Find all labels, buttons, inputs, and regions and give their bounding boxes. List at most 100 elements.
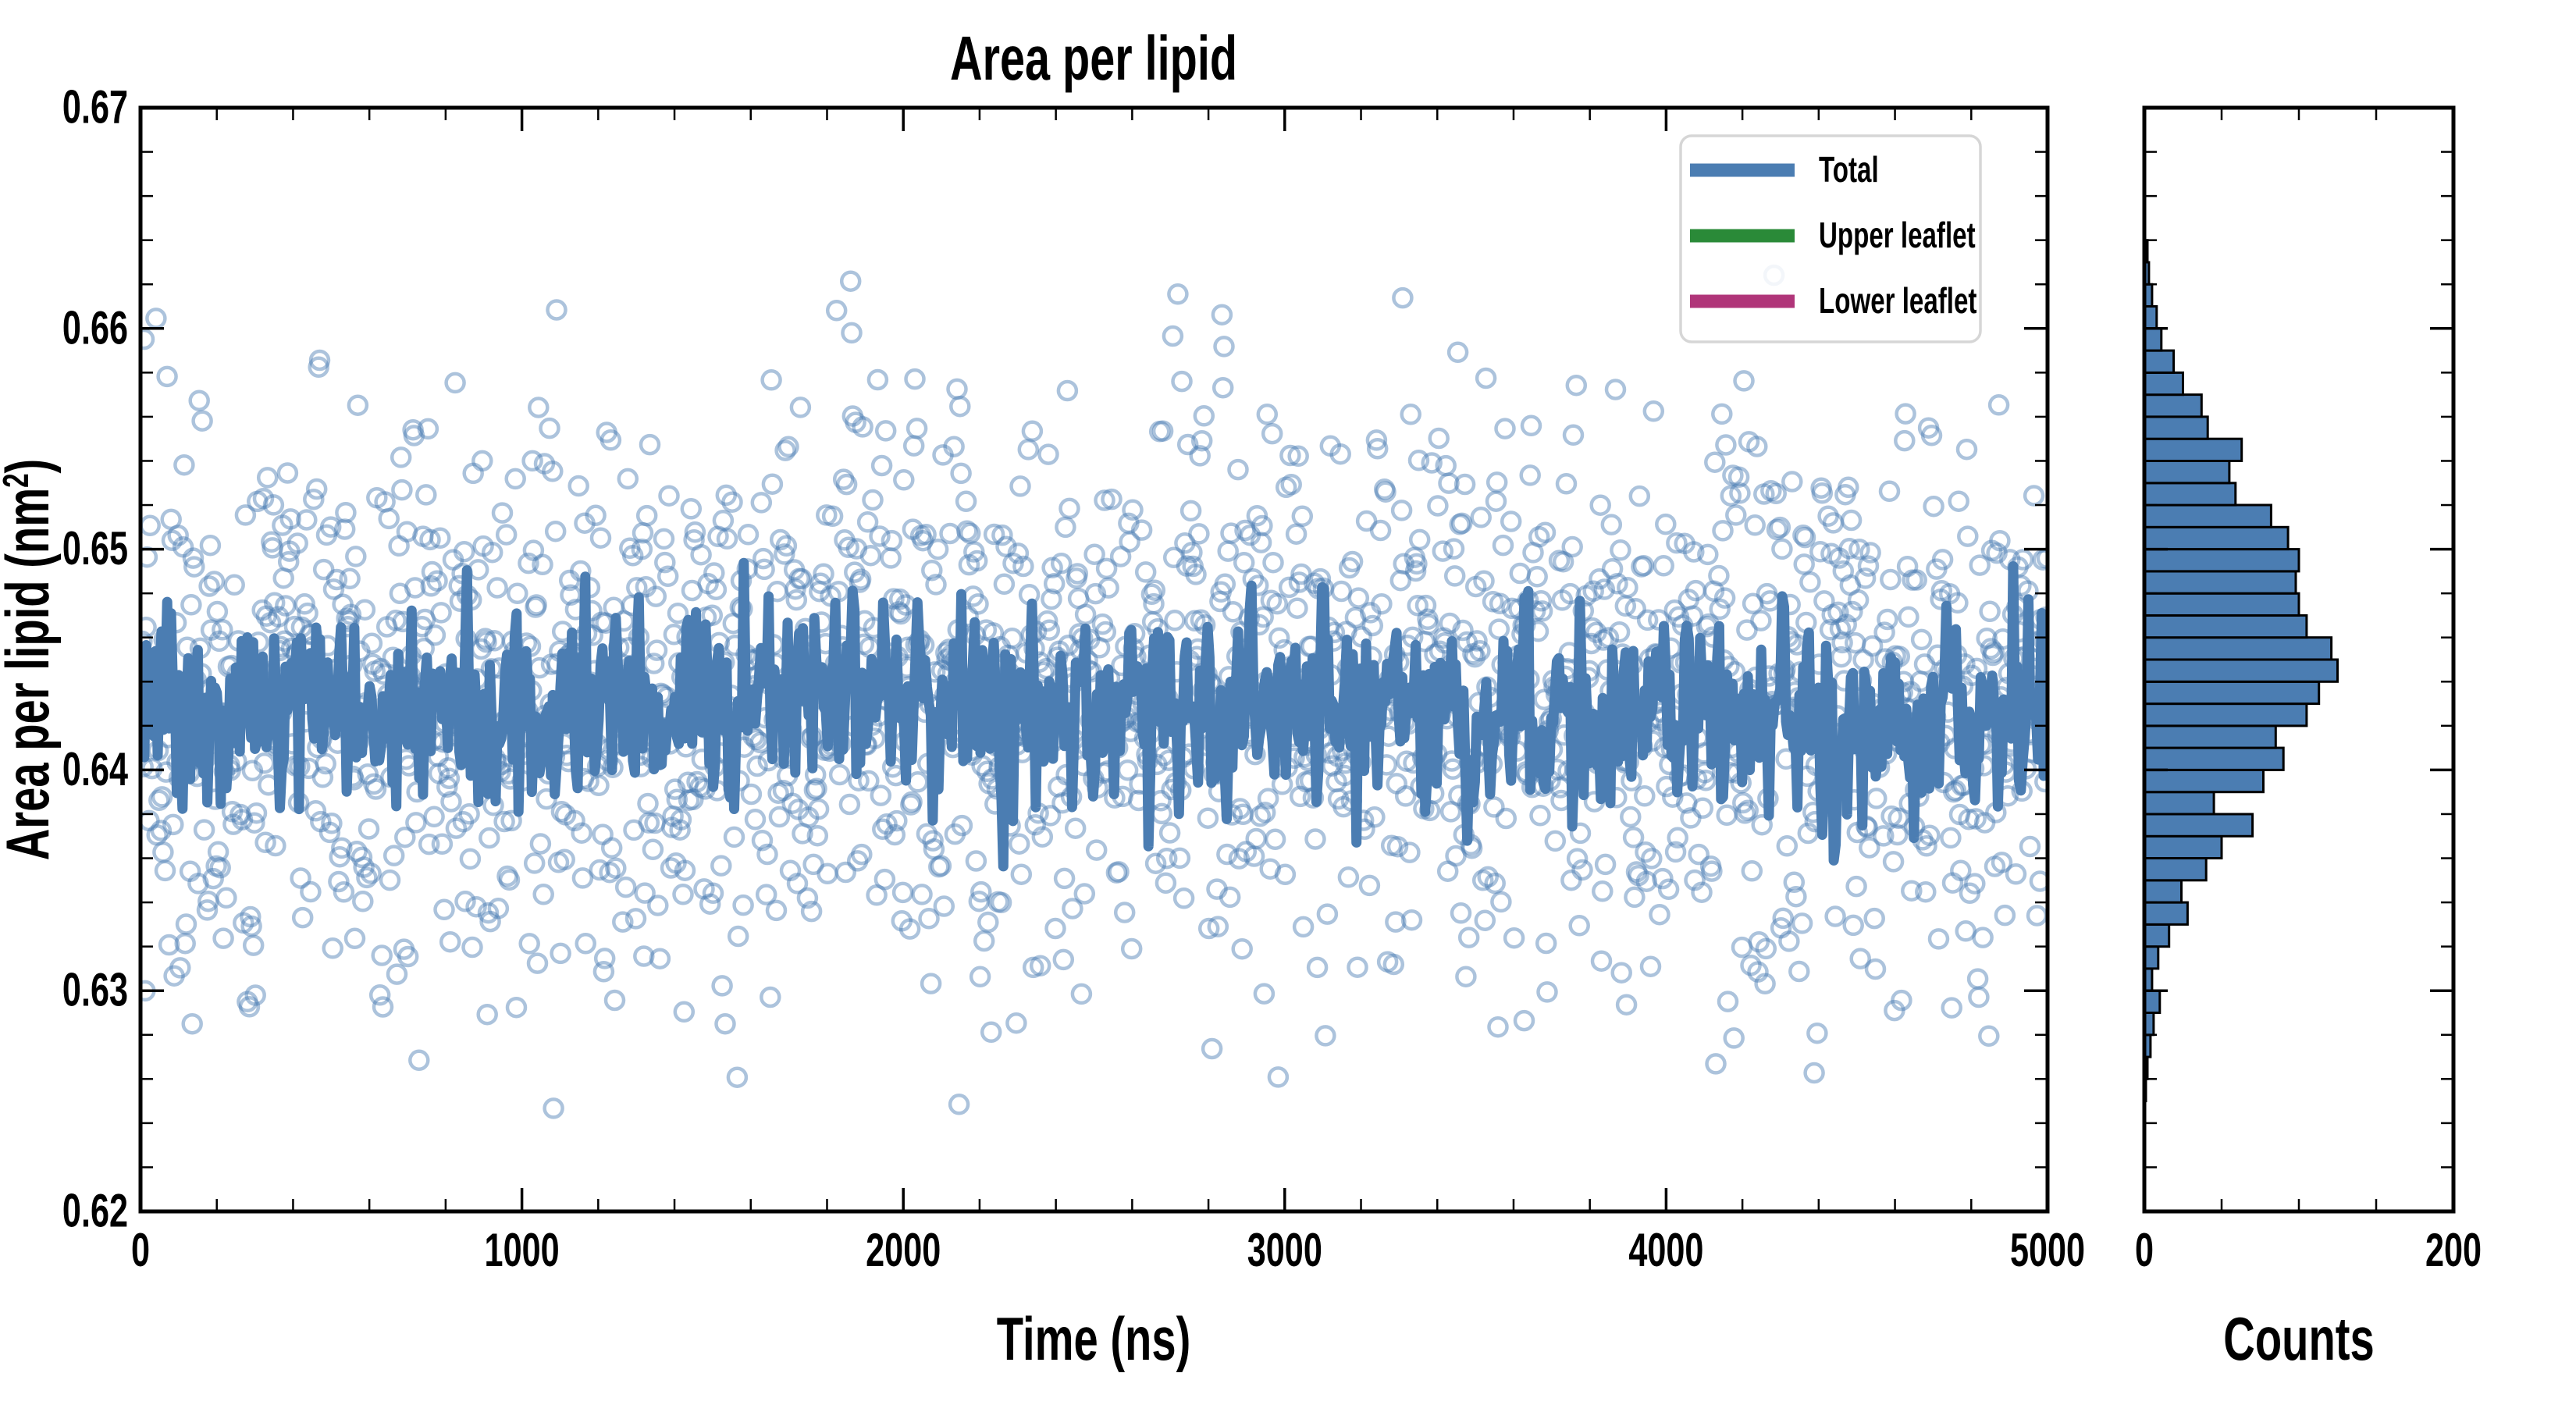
scatter-point — [705, 578, 728, 601]
histogram-bar — [2144, 525, 2290, 551]
scatter-point — [955, 490, 977, 513]
scatter-point — [1610, 962, 1632, 984]
hist-x-tick-label: 0 — [2135, 1225, 2154, 1277]
scatter-point — [476, 1003, 498, 1026]
scatter-point — [1470, 507, 1492, 528]
scatter-point — [1727, 466, 1750, 488]
scatter-point — [1632, 554, 1655, 577]
scatter-point — [785, 589, 808, 611]
scatter-point — [1625, 861, 1648, 883]
scatter-point — [1699, 855, 1722, 877]
scatter-point — [1176, 555, 1198, 577]
scatter-point — [1031, 826, 1054, 848]
scatter-point — [1894, 429, 1916, 452]
scatter-point — [603, 989, 626, 1012]
scatter-point — [346, 841, 368, 863]
scatter-point — [275, 595, 297, 617]
scatter-point — [1642, 400, 1665, 422]
scatter-point — [462, 462, 484, 485]
scatter-point — [1085, 839, 1108, 861]
scatter-point — [154, 859, 176, 882]
scatter-point — [1329, 443, 1351, 465]
scatter-point — [1172, 887, 1195, 909]
scatter-point — [1648, 609, 1670, 631]
scatter-point — [1723, 1027, 1745, 1049]
scatter-point — [533, 453, 556, 475]
scatter-point — [816, 504, 838, 526]
scatter-point — [1809, 541, 1831, 563]
scatter-point — [1915, 880, 1937, 903]
scatter-point — [1044, 917, 1066, 940]
scatter-point — [1169, 847, 1191, 870]
scatter-point — [1878, 480, 1901, 503]
scatter-point — [1211, 304, 1233, 325]
scatter-point — [1982, 644, 2004, 667]
scatter-point — [2019, 835, 2041, 858]
scatter-point — [1143, 592, 1165, 615]
scatter-point — [637, 792, 659, 815]
scatter-point — [1821, 603, 1843, 626]
scatter-point — [588, 774, 610, 797]
scatter-point — [761, 473, 784, 495]
scatter-point — [838, 536, 859, 559]
scatter-point — [1615, 994, 1638, 1016]
scatter-point — [1848, 538, 1870, 560]
scatter-point — [1765, 482, 1787, 505]
scatter-point — [1400, 404, 1421, 425]
scatter-point — [371, 944, 393, 966]
scatter-point — [1841, 600, 1863, 623]
scatter-point — [372, 996, 394, 1018]
scatter-point — [504, 468, 526, 490]
scatter-point — [329, 845, 350, 868]
scatter-point — [803, 779, 826, 801]
scatter-point — [418, 833, 440, 855]
scatter-point — [925, 574, 947, 596]
scatter-point — [1535, 932, 1557, 955]
scatter-point — [1534, 521, 1557, 543]
scatter-point — [215, 887, 237, 909]
scatter-point — [290, 867, 311, 889]
x-tick-label: 2000 — [866, 1225, 941, 1277]
scatter-point — [345, 546, 367, 567]
scatter-point — [1288, 571, 1311, 593]
y-axis-label: Area per lipid (nm2) — [0, 459, 62, 861]
scatter-point — [1330, 580, 1353, 603]
scatter-point — [949, 395, 971, 418]
scatter-point — [690, 543, 712, 566]
scatter-point — [237, 991, 258, 1013]
scatter-point — [1705, 1053, 1727, 1075]
scatter-point — [1664, 841, 1687, 863]
scatter-point — [1144, 852, 1167, 874]
scatter-point — [927, 538, 949, 560]
scatter-point — [357, 763, 379, 785]
scatter-point — [697, 573, 719, 595]
scatter-point — [1519, 464, 1541, 486]
scatter-point — [1955, 920, 1976, 942]
scatter-point — [498, 869, 521, 891]
scatter-point — [1720, 485, 1742, 507]
scatter-point — [452, 810, 475, 833]
scatter-point — [1979, 600, 2001, 623]
histogram-bar — [2144, 813, 2254, 838]
scatter-point — [1617, 576, 1638, 599]
scatter-point — [1469, 640, 1491, 662]
scatter-point — [150, 820, 173, 841]
scatter-point — [1122, 499, 1144, 521]
scatter-point — [1877, 608, 1898, 631]
scatter-point — [596, 422, 617, 443]
scatter-point — [181, 1012, 203, 1035]
scatter-point — [1181, 541, 1203, 564]
scatter-point — [1750, 610, 1772, 631]
scatter-point — [1341, 550, 1364, 573]
scatter-point — [332, 593, 354, 615]
scatter-point — [1940, 827, 1962, 849]
scatter-point — [1369, 519, 1392, 542]
histogram-bar — [2144, 724, 2277, 749]
scatter-point — [544, 520, 567, 542]
histogram-bar — [2144, 437, 2243, 463]
scatter-point — [1941, 872, 1964, 894]
scatter-point — [354, 599, 376, 621]
scatter-point — [1141, 610, 1164, 633]
scatter-point — [737, 524, 760, 546]
legend-label-total: Total — [1819, 151, 1879, 190]
